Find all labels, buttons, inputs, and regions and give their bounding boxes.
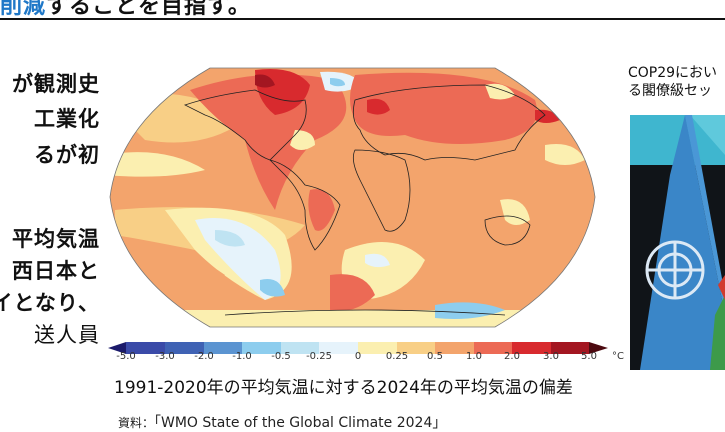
header-accent-text: 削減 xyxy=(0,0,47,19)
header-text: 削減することを目指す。 xyxy=(0,0,251,20)
legend-unit: °C xyxy=(612,351,624,362)
source-label: 資料： xyxy=(118,416,155,430)
legend-tick: 1.0 xyxy=(466,351,482,362)
figure-caption: 1991-2020年の平均気温に対する2024年の平均気温の偏差 xyxy=(114,378,573,398)
body-line: 工業化 xyxy=(34,107,100,131)
section-divider xyxy=(0,18,725,20)
body-line: 西日本と xyxy=(12,259,100,283)
un-emblem-icon xyxy=(645,240,705,300)
source-text: 「WMO State of the Global Climate 2024」 xyxy=(154,415,447,431)
body-line: 送人員 xyxy=(34,323,100,347)
legend-tick: -0.5 xyxy=(271,351,291,362)
body-line: が観測史 xyxy=(12,72,100,96)
photo-caption-line: COP29におい xyxy=(628,65,718,81)
legend-tick: -5.0 xyxy=(116,351,136,362)
temperature-anomaly-map xyxy=(105,60,600,335)
header-tail-text: することを目指す。 xyxy=(46,0,251,19)
legend-tick: 5.0 xyxy=(581,351,597,362)
body-line: るが初 xyxy=(34,143,100,167)
legend-tick: 0 xyxy=(354,351,362,362)
legend-tick: 2.0 xyxy=(504,351,520,362)
legend-tick: -1.0 xyxy=(232,351,252,362)
legend-tick: -0.25 xyxy=(306,351,332,362)
color-legend-ticks: -5.0 -3.0 -2.0 -1.0 -0.5 -0.25 0 0.25 0.… xyxy=(108,351,628,365)
color-legend-bar xyxy=(108,339,608,354)
body-line: イとなり、 xyxy=(0,291,100,315)
legend-tick: 0.25 xyxy=(385,351,409,362)
figure-source: 資料：「WMO State of the Global Climate 2024… xyxy=(118,412,446,432)
body-line: 平均気温 xyxy=(12,227,100,251)
legend-tick: -3.0 xyxy=(155,351,175,362)
cop29-photo xyxy=(630,115,725,370)
legend-tick: 0.5 xyxy=(427,351,443,362)
legend-tick: 3.0 xyxy=(543,351,559,362)
legend-tick: -2.0 xyxy=(194,351,214,362)
body-text-column: が観測史 工業化 るが初 平均気温 西日本と イとなり、 送人員 xyxy=(0,0,100,430)
photo-caption: COP29におい る閣僚級セッ xyxy=(628,64,717,100)
photo-caption-line: る閣僚級セッ xyxy=(628,83,712,99)
